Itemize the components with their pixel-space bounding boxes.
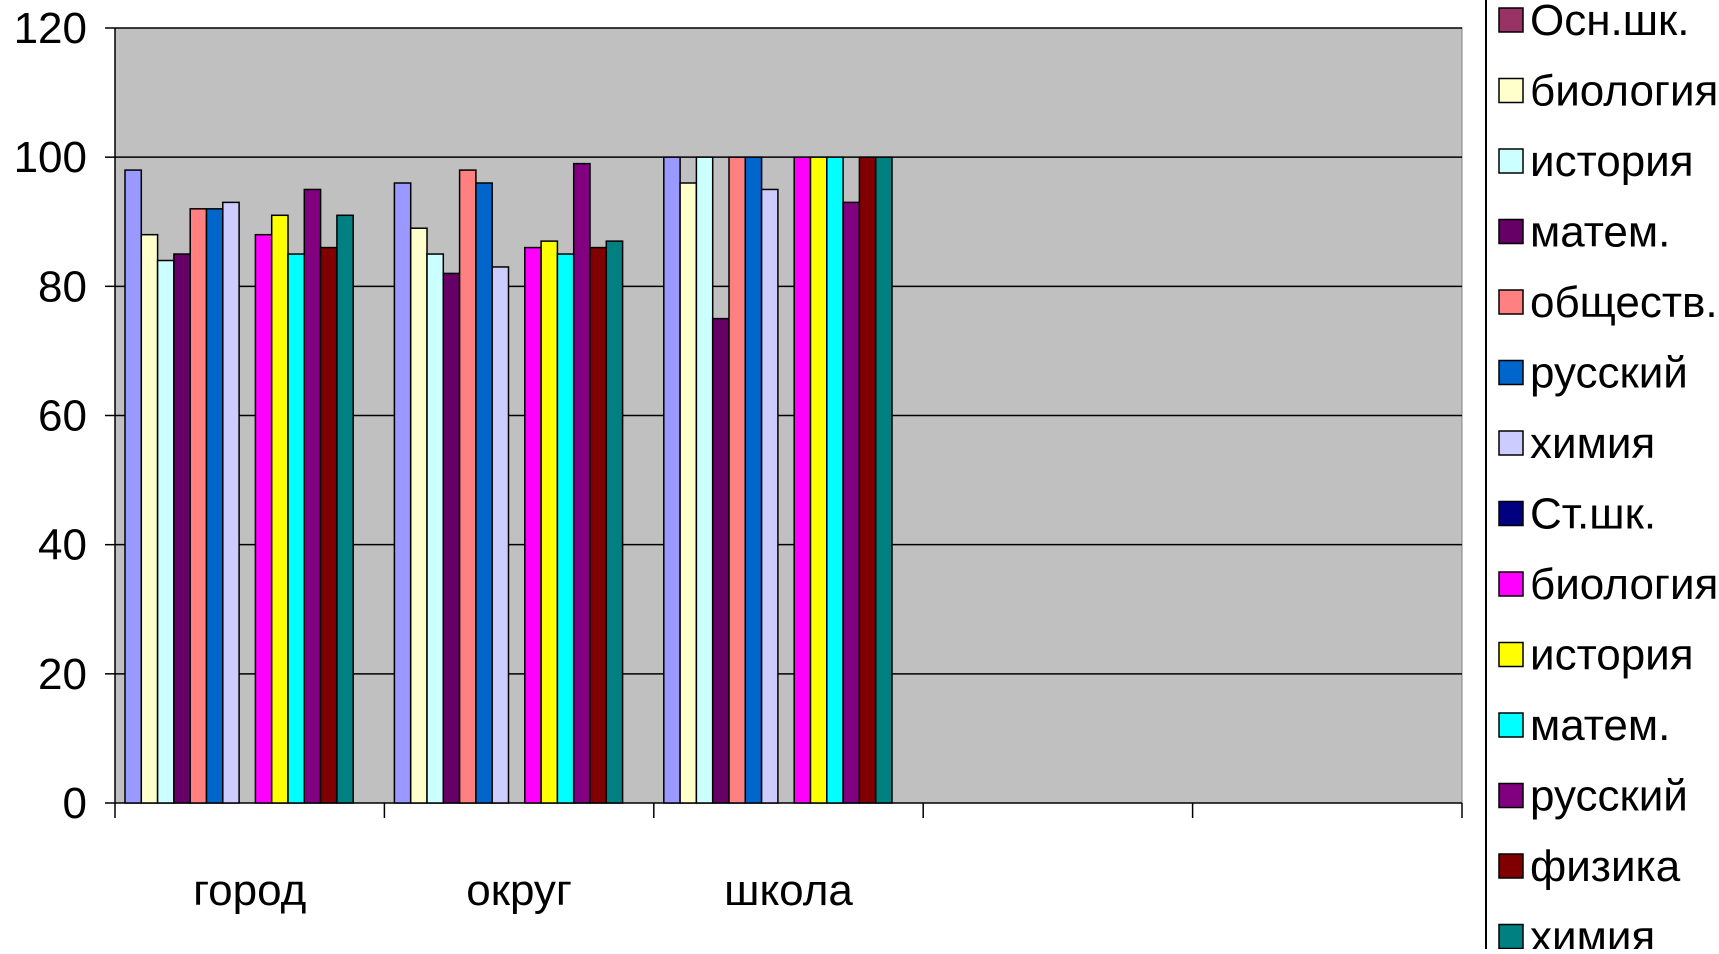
legend-label: обществ. — [1530, 278, 1718, 327]
bar — [540, 240, 559, 804]
bar — [842, 201, 861, 804]
legend-swatch — [1498, 148, 1524, 174]
bar — [589, 246, 608, 804]
legend-label: русский — [1530, 772, 1688, 821]
legend-swatch — [1498, 77, 1524, 104]
bar — [442, 272, 461, 804]
legend-label: русский — [1530, 349, 1688, 398]
bar — [760, 188, 779, 804]
bar — [826, 156, 844, 804]
x-category-label: округ — [466, 866, 572, 915]
legend-label: Ст.шк. — [1530, 490, 1656, 539]
legend-label: физика — [1530, 842, 1681, 891]
x-category-label: город — [193, 866, 306, 915]
bar — [222, 201, 240, 804]
y-tick-label: 40 — [38, 521, 87, 570]
y-tick-label: 80 — [38, 262, 87, 311]
y-tick-label: 120 — [14, 4, 87, 53]
bar — [809, 156, 828, 804]
legend-label: Осн.шк. — [1530, 0, 1690, 45]
legend-label: история — [1530, 631, 1694, 680]
legend-swatch — [1498, 853, 1524, 879]
bar — [744, 156, 763, 804]
bar — [409, 227, 428, 804]
legend-swatch — [1498, 218, 1524, 245]
legend-swatch — [1498, 571, 1524, 597]
legend-swatch — [1498, 289, 1524, 315]
bar — [189, 208, 208, 804]
y-tick-label: 0 — [63, 779, 87, 828]
bar — [393, 182, 412, 804]
legend-swatch — [1498, 782, 1524, 809]
x-category-label: школа — [724, 866, 853, 915]
legend-swatch — [1498, 500, 1524, 527]
bar — [663, 156, 681, 804]
y-tick-label: 60 — [38, 392, 87, 441]
bar — [287, 253, 306, 804]
bar — [695, 156, 714, 804]
legend-swatch — [1498, 359, 1524, 386]
bar — [728, 156, 747, 804]
legend-swatch — [1498, 923, 1524, 950]
bar — [679, 182, 698, 804]
bar — [524, 246, 542, 804]
bar — [458, 169, 477, 804]
legend-label: матем. — [1530, 208, 1670, 257]
bar — [793, 156, 812, 804]
bar — [556, 253, 575, 804]
bar — [858, 156, 877, 804]
bar — [205, 208, 224, 804]
bar — [156, 259, 175, 804]
bar — [254, 233, 273, 804]
bar — [319, 246, 338, 804]
legend-label: химия — [1530, 419, 1655, 468]
legend-label: история — [1530, 137, 1694, 186]
legend-swatch — [1498, 7, 1524, 33]
bar — [303, 188, 322, 804]
y-tick-label: 20 — [38, 650, 87, 699]
y-tick-label: 100 — [14, 133, 87, 182]
bar — [336, 214, 354, 804]
bar — [711, 317, 730, 804]
legend-label: химия — [1530, 913, 1655, 950]
legend-label: биология — [1530, 560, 1718, 609]
bar — [426, 253, 445, 804]
bar — [475, 182, 493, 804]
legend-swatch — [1498, 641, 1524, 668]
legend-swatch — [1498, 712, 1524, 738]
bar — [173, 253, 191, 804]
bar — [491, 266, 510, 804]
bar — [270, 214, 289, 804]
legend-label: матем. — [1530, 701, 1670, 750]
bar — [605, 240, 624, 804]
legend-swatch — [1498, 430, 1524, 456]
bar — [124, 169, 143, 804]
bar — [140, 233, 159, 804]
legend-label: биология — [1530, 67, 1718, 116]
bar — [874, 156, 893, 804]
bar — [572, 162, 591, 804]
